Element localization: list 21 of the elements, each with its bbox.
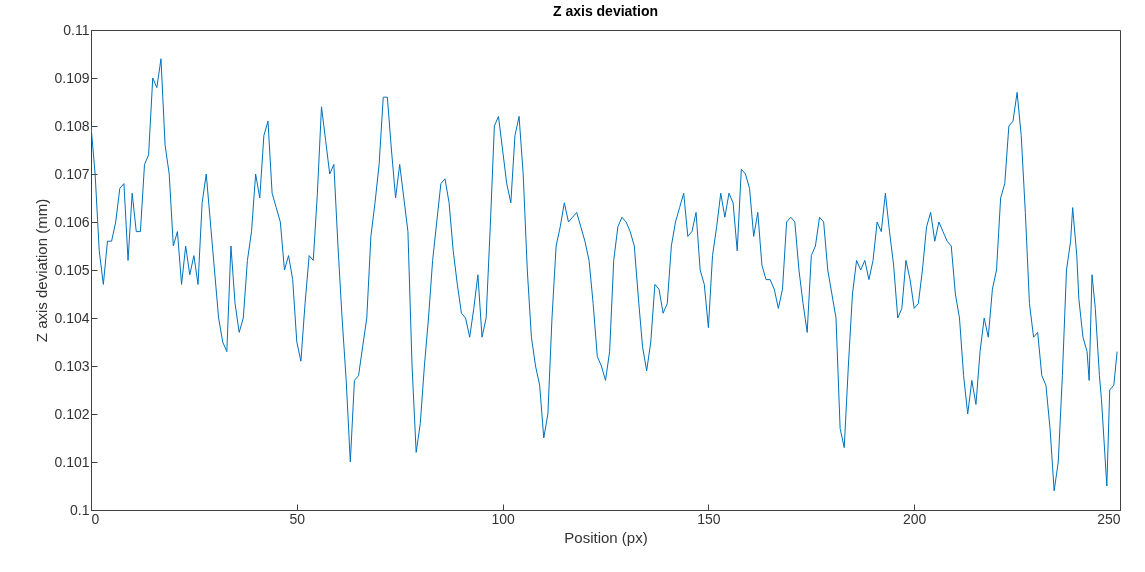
y-tick-label: 0.101 — [54, 453, 90, 470]
y-tick-label: 0.106 — [54, 213, 90, 230]
y-tick-label: 0.102 — [54, 405, 90, 422]
y-tick-label: 0.109 — [54, 69, 90, 86]
x-tick-label: 100 — [491, 510, 515, 527]
y-axis-title: Z axis deviation (mm) — [33, 198, 51, 343]
y-tick-label: 0.11 — [63, 21, 90, 38]
line-series — [91, 58, 1118, 492]
y-tick-label: 0.108 — [54, 117, 90, 134]
y-tick-label: 0.107 — [54, 165, 90, 182]
y-tick-label: 0.1 — [70, 501, 90, 518]
y-tick-label: 0.104 — [54, 309, 90, 326]
x-tick-label: 0 — [91, 510, 100, 527]
y-tick-label: 0.105 — [54, 261, 90, 278]
x-tick-label: 50 — [289, 510, 306, 527]
x-axis-title: Position (px) — [564, 528, 648, 546]
x-tick-label: 250 — [1097, 510, 1121, 527]
x-tick-label: 200 — [903, 510, 927, 527]
chart-title: Z axis deviation — [552, 3, 659, 19]
y-tick-label: 0.103 — [54, 357, 90, 374]
x-tick-label: 150 — [697, 510, 721, 527]
